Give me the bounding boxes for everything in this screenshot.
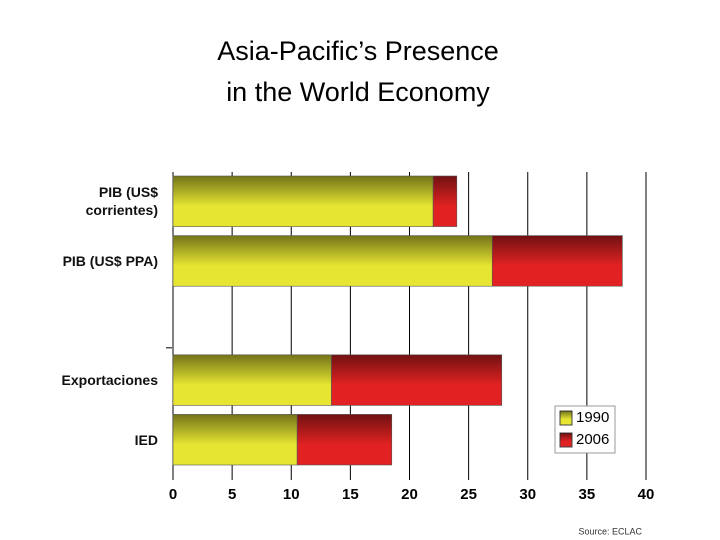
x-tick-label: 30 [519,486,536,503]
x-tick-label: 0 [169,486,177,503]
chart-title: Asia-Pacific’s Presence [217,36,499,66]
bar-outline [296,414,393,466]
x-tick-label: 15 [342,486,359,503]
x-tick-label: 5 [228,486,236,503]
chart-title: in the World Economy [226,77,490,107]
bar-shade [433,176,457,227]
y-tick-label: IED [134,431,158,448]
x-tick-label: 25 [460,486,477,503]
bar-outline [432,175,458,227]
x-tick-label: 40 [638,486,655,503]
x-tick-label: 20 [401,486,418,503]
source: Source: ECLAC [578,526,642,536]
bar-outline [491,235,623,287]
y-tick-label: Exportaciones [61,372,158,389]
bar-shade [173,354,332,406]
legend-shade [560,411,572,425]
legend-label: 1990 [576,409,609,426]
x-tick-label: 35 [579,486,596,503]
bar-shade [173,176,434,227]
x-tick-label: 10 [283,486,300,503]
bar-outline [331,354,503,406]
y-tick-label: PIB (US$ corrientes) [85,184,158,219]
y-tick-label: PIB (US$ PPA) [62,252,158,269]
bar-shade [331,354,502,406]
legend-shade [560,433,572,447]
bar-shade [492,235,623,287]
bar-shade [297,414,392,465]
legend-label: 2006 [576,431,609,448]
bar-shade [173,235,493,287]
bar-shade [173,414,298,465]
